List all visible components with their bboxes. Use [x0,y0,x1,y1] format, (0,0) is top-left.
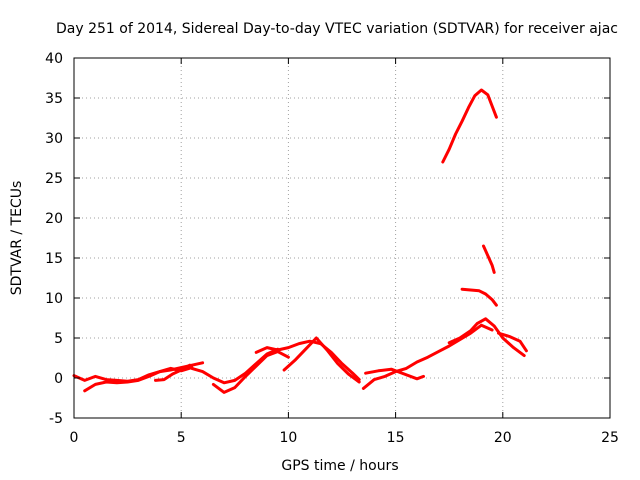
y-axis-label: SDTVAR / TECUs [9,181,25,296]
chart-title: Day 251 of 2014, Sidereal Day-to-day VTE… [56,21,618,37]
axes: 0 5 10 15 20 25 -5 0 5 10 15 20 25 30 35 40 [45,51,619,446]
y-tick-label: 35 [45,91,63,107]
satellite-track-11 [497,331,528,353]
grid [74,58,610,418]
x-tick-label: 0 [70,430,79,446]
x-tick-label: 25 [601,430,619,446]
satellite-track-10 [447,317,526,358]
satellite-track-14 [460,287,498,307]
satellite-track-12 [441,88,498,164]
x-tick-label: 10 [279,430,297,446]
y-tick-label: 15 [45,251,63,267]
satellite-track-2 [83,366,194,393]
y-tick-label: 20 [45,211,63,227]
data-series [72,88,528,394]
y-tick-label: 10 [45,291,63,307]
satellite-track-9 [364,367,425,381]
satellite-track-6 [254,339,361,382]
satellite-track-1 [72,361,205,383]
y-tick-label: -5 [49,411,63,427]
y-tick-label: 30 [45,131,63,147]
y-tick-label: 5 [54,331,63,347]
satellite-track-8 [361,323,494,390]
x-axis-label: GPS time / hours [281,458,398,474]
y-tick-label: 25 [45,171,63,187]
x-tick-label: 20 [494,430,512,446]
y-tick-label: 40 [45,51,63,67]
satellite-track-3 [154,363,192,382]
satellite-track-5 [211,350,290,394]
x-tick-label: 15 [387,430,405,446]
satellite-track-7 [282,336,361,384]
x-tick-label: 5 [177,430,186,446]
y-tick-label: 0 [54,371,63,387]
plot-frame [73,57,611,419]
satellite-track-13 [482,244,496,274]
